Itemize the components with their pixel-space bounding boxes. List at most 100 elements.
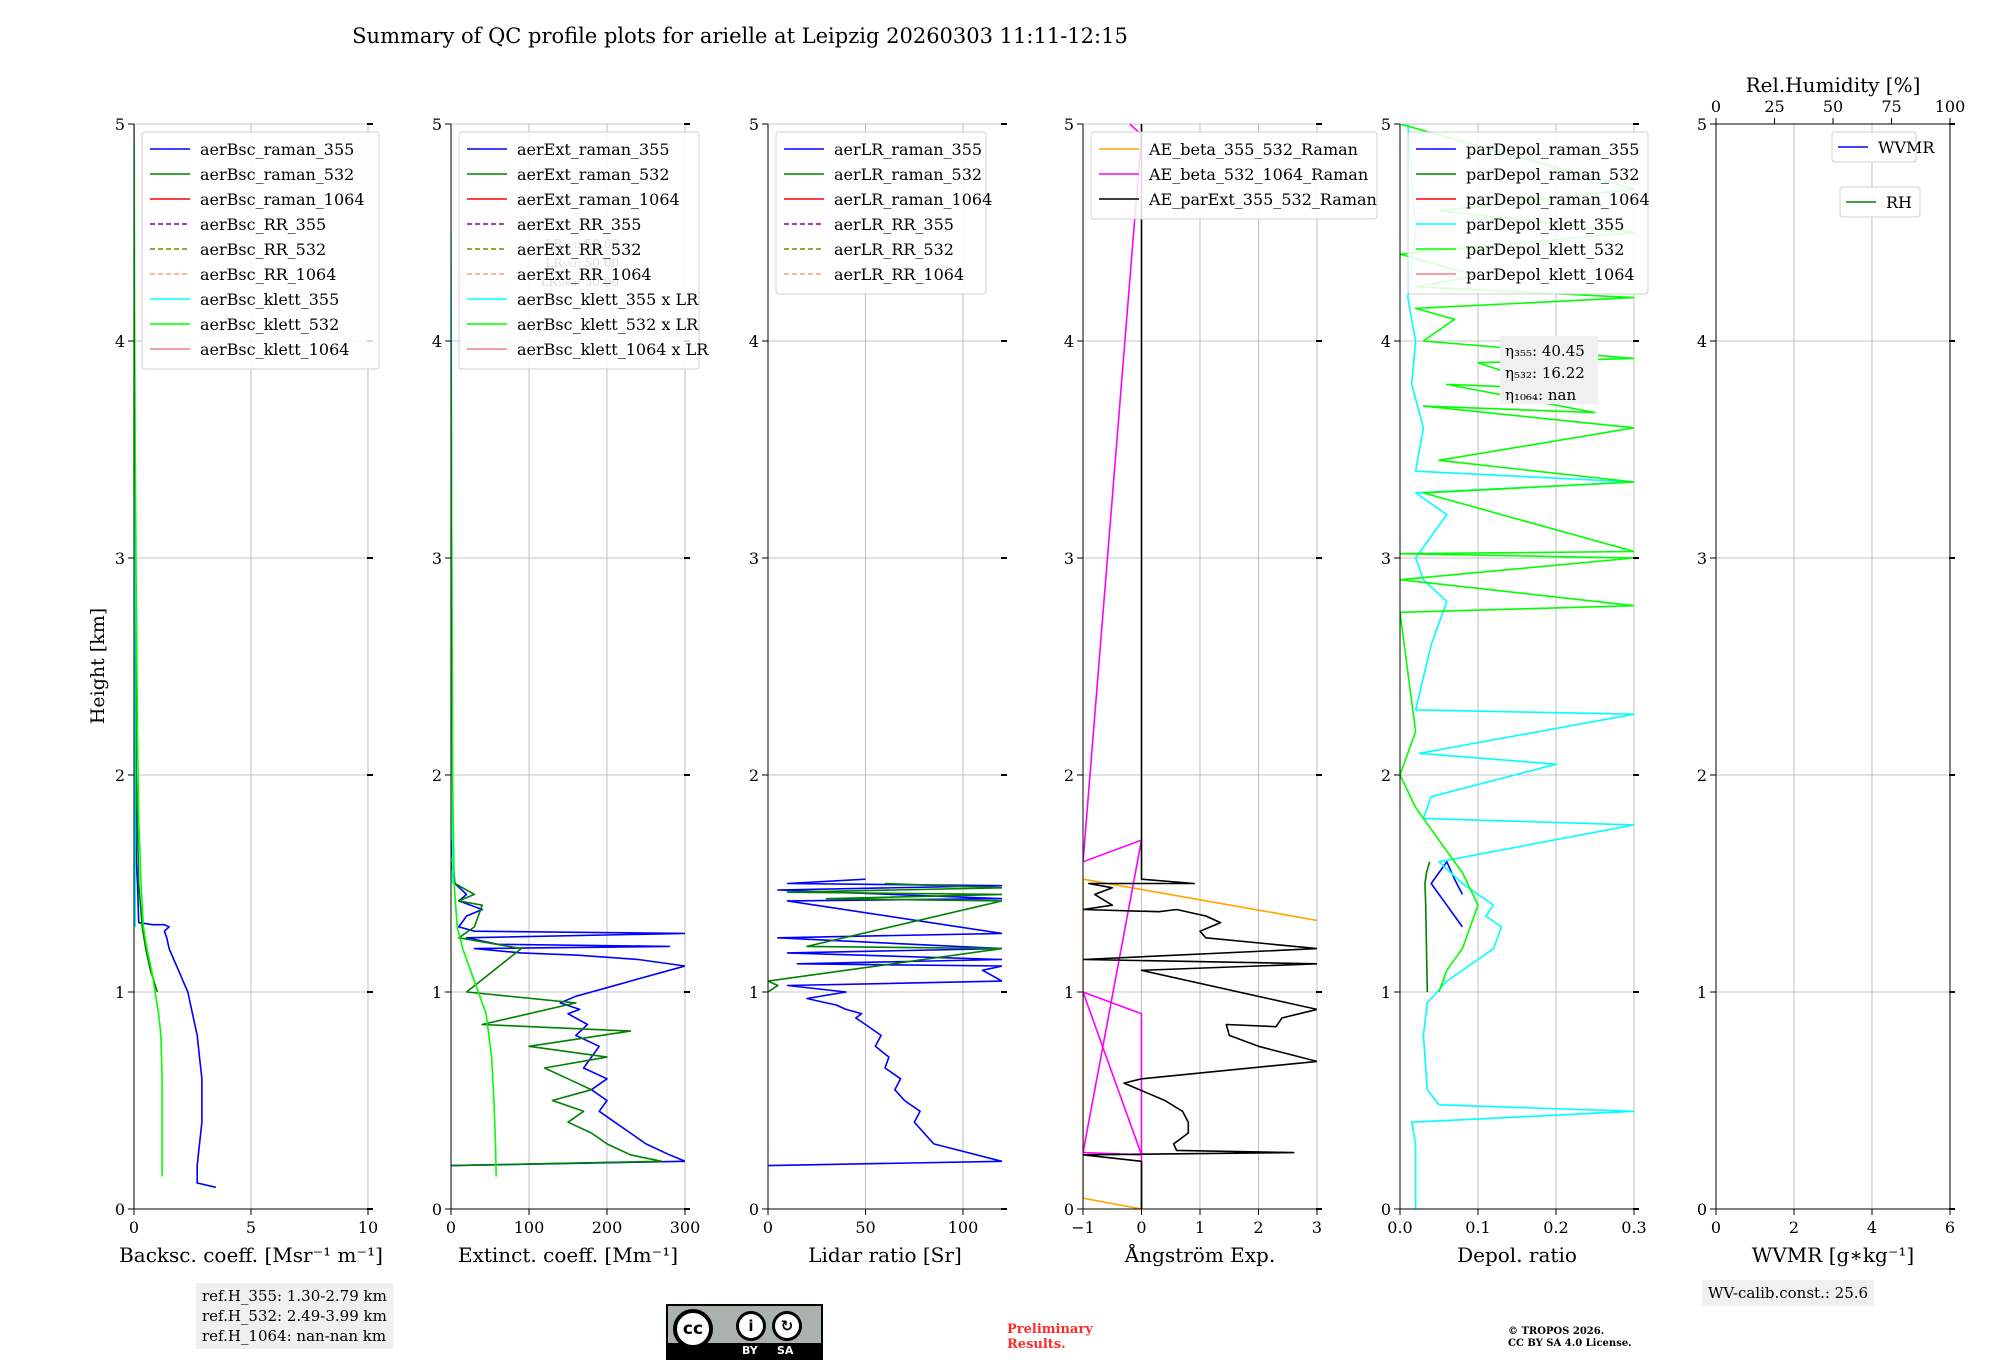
x-tick-label: 2 xyxy=(1253,1218,1263,1237)
y-tick-label: 1 xyxy=(1381,983,1391,1002)
data-lines xyxy=(1083,124,1317,1209)
x-tick-label: 300 xyxy=(670,1218,701,1237)
legend-label-aerLR_raman_532: aerLR_raman_532 xyxy=(834,165,982,184)
series-line-AE_parExt_355_532_Raman xyxy=(1083,124,1317,1209)
legend-label-parDepol_raman_355: parDepol_raman_355 xyxy=(1466,140,1639,159)
series-line-parDepol_raman_355 xyxy=(1430,860,1464,928)
y-tick-label: 3 xyxy=(1064,549,1074,568)
y-tick-label: 3 xyxy=(749,549,759,568)
legend-label-aerLR_RR_355: aerLR_RR_355 xyxy=(834,215,954,234)
license-sa-label: SA xyxy=(777,1344,794,1357)
legend-label-aerLR_RR_1064: aerLR_RR_1064 xyxy=(834,265,964,284)
legend-label-parDepol_klett_355: parDepol_klett_355 xyxy=(1466,215,1624,234)
refh-1064: ref.H_1064: nan-nan km xyxy=(202,1327,387,1345)
x-tick-label: 4 xyxy=(1867,1218,1877,1237)
x-tick-label: 0.1 xyxy=(1465,1218,1490,1237)
legend-box xyxy=(141,131,380,370)
x-tick-label: 0.3 xyxy=(1621,1218,1646,1237)
legend-box xyxy=(1090,131,1378,220)
copyright-line-2: CC BY SA 4.0 License. xyxy=(1508,1338,1632,1349)
legend-label-aerLR_raman_1064: aerLR_raman_1064 xyxy=(834,190,992,209)
y-tick-label: 2 xyxy=(1697,766,1707,785)
x-tick-label: 100 xyxy=(514,1218,545,1237)
legend-label-AE_parExt_355_532_Raman: AE_parExt_355_532_Raman xyxy=(1148,190,1377,209)
legend-label-aerExt_RR_1064: aerExt_RR_1064 xyxy=(517,265,652,284)
panel-6: 0 2 4 6 0 1 2 3 4 5 WVMR [g∗kg⁻¹] 0 25 50 75 100 Rel.Hum… xyxy=(1697,73,1965,1267)
data-lines xyxy=(768,878,1002,1167)
series-line-aerBsc_klett_532 xyxy=(134,124,163,1177)
legend-label-WVMR: WVMR xyxy=(1878,138,1935,157)
legend-label-aerExt_RR_532: aerExt_RR_532 xyxy=(517,240,641,259)
x-tick-label: 5 xyxy=(246,1218,256,1237)
x-tick-label: 6 xyxy=(1945,1218,1955,1237)
x-tick-label: 0 xyxy=(1136,1218,1146,1237)
y-axis-label: Height [km] xyxy=(87,608,109,724)
legend-label-aerBsc_klett_532 x LR: aerBsc_klett_532 x LR xyxy=(517,315,699,334)
y-tick-label: 1 xyxy=(432,983,442,1002)
legend-box xyxy=(1407,131,1649,295)
cc-icon: cc xyxy=(673,1309,713,1349)
legend-label-aerExt_raman_532: aerExt_raman_532 xyxy=(517,165,670,184)
x-tick-label: 3 xyxy=(1312,1218,1322,1237)
x-tick-label: 50 xyxy=(855,1218,875,1237)
y-tick-label: 5 xyxy=(1064,115,1074,134)
series-line-aerBsc_klett_532 x LR xyxy=(451,340,497,1177)
y-tick-label: 2 xyxy=(432,766,442,785)
legend-label-aerExt_raman_355: aerExt_raman_355 xyxy=(517,140,670,159)
y-tick-label: 2 xyxy=(1064,766,1074,785)
series-line-aerBsc_raman_355 xyxy=(134,666,217,1189)
legend-box xyxy=(775,131,987,295)
x-tick-label: 200 xyxy=(592,1218,623,1237)
copyright-line-1: © TROPOS 2026. xyxy=(1508,1326,1605,1337)
panel-2: 0 100 200 300 0 1 2 3 4 5 Extinct. coeff. [Mm⁻¹] ae… xyxy=(432,115,709,1267)
series-line-AE_beta_532_1064_Raman xyxy=(1083,124,1143,1209)
legend-label-AE_beta_355_532_Raman: AE_beta_355_532_Raman xyxy=(1148,140,1358,159)
y-tick-label: 5 xyxy=(1381,115,1391,134)
legend-label-aerBsc_klett_1064 x LR: aerBsc_klett_1064 x LR xyxy=(517,340,709,359)
y-tick-label: 3 xyxy=(115,549,125,568)
top-x-tick-label: 75 xyxy=(1881,97,1901,116)
x-axis-label: Extinct. coeff. [Mm⁻¹] xyxy=(458,1243,678,1267)
top-x-tick-label: 25 xyxy=(1764,97,1784,116)
legend-label-AE_beta_532_1064_Raman: AE_beta_532_1064_Raman xyxy=(1148,165,1368,184)
y-tick-label: 1 xyxy=(1697,983,1707,1002)
top-x-tick-label: 50 xyxy=(1823,97,1843,116)
legend-label-aerExt_raman_1064: aerExt_raman_1064 xyxy=(517,190,680,209)
wv-calibration-box: WV-calib.const.: 25.6 xyxy=(1702,1280,1875,1306)
legend-box xyxy=(1831,131,1917,163)
series-line-parDepol_klett_355 xyxy=(1407,124,1634,1209)
cc-license-badge: cc i ↻ BY SA xyxy=(666,1304,823,1360)
refh-355: ref.H_355: 1.30-2.79 km xyxy=(202,1287,387,1305)
x-tick-label: 100 xyxy=(948,1218,979,1237)
legend-label-RH: RH xyxy=(1886,193,1912,212)
x-tick-label: 0 xyxy=(446,1218,456,1237)
y-tick-label: 3 xyxy=(1381,549,1391,568)
preliminary-results-note: Preliminary Results. xyxy=(1007,1322,1093,1352)
series-line-aerExt_raman_355 xyxy=(451,840,685,1167)
wv-calibration-constant: WV-calib.const.: 25.6 xyxy=(1708,1284,1869,1302)
license-by-label: BY xyxy=(742,1344,758,1357)
x-tick-label: 0.2 xyxy=(1543,1218,1568,1237)
x-tick-label: 0 xyxy=(1711,1218,1721,1237)
legend-label-aerBsc_klett_355: aerBsc_klett_355 xyxy=(200,290,339,309)
eta-label: η₁₀₆₄: nan xyxy=(1505,386,1576,404)
legend-label-parDepol_klett_532: parDepol_klett_532 xyxy=(1466,240,1624,259)
x-axis-label: Ångström Exp. xyxy=(1124,1242,1275,1267)
legend-label-aerLR_RR_532: aerLR_RR_532 xyxy=(834,240,954,259)
x-tick-label: 0 xyxy=(129,1218,139,1237)
legend-label-aerBsc_raman_532: aerBsc_raman_532 xyxy=(200,165,354,184)
y-tick-label: 4 xyxy=(1697,332,1707,351)
y-tick-label: 2 xyxy=(749,766,759,785)
legend-label-aerBsc_klett_355 x LR: aerBsc_klett_355 x LR xyxy=(517,290,699,309)
x-tick-label: 1 xyxy=(1195,1218,1205,1237)
legend-label-aerBsc_RR_355: aerBsc_RR_355 xyxy=(200,215,326,234)
reference-height-box: ref.H_355: 1.30-2.79 km ref.H_532: 2.49-… xyxy=(196,1283,393,1349)
y-tick-label: 0 xyxy=(1381,1200,1391,1219)
data-lines xyxy=(451,232,685,1177)
y-tick-label: 1 xyxy=(1064,983,1074,1002)
series-line-aerExt_raman_532 xyxy=(451,861,663,1167)
y-tick-label: 3 xyxy=(432,549,442,568)
series-line-aerLR_raman_355 xyxy=(768,878,1002,1167)
